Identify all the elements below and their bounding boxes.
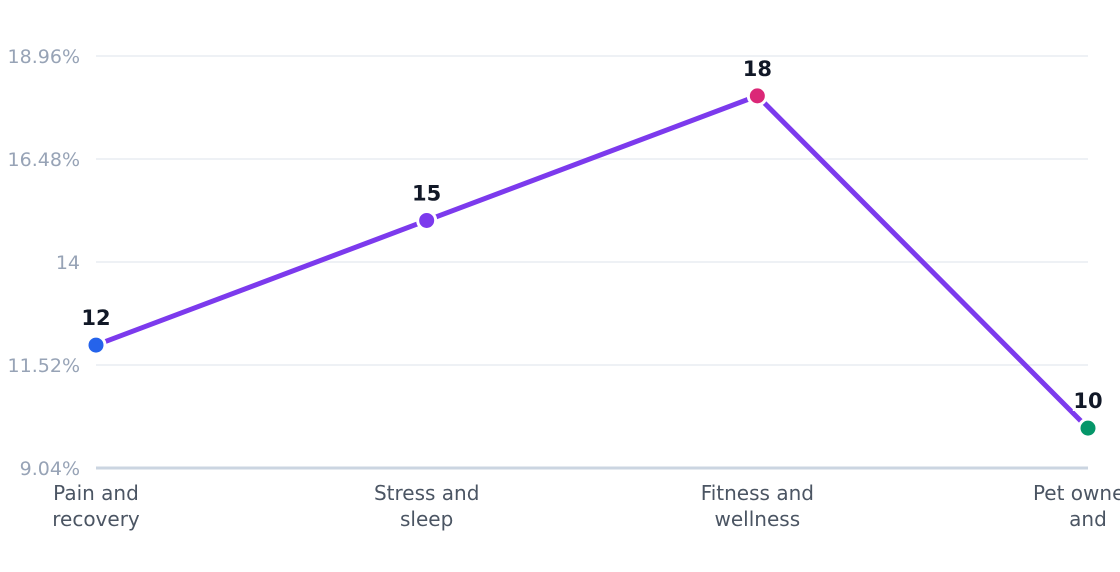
y-tick-label: 11.52% bbox=[8, 355, 80, 377]
data-label: 15 bbox=[412, 181, 441, 205]
data-label: 10 bbox=[1073, 389, 1102, 413]
y-tick-label: 9.04% bbox=[20, 458, 80, 480]
series-line bbox=[95, 93, 1090, 430]
data-point bbox=[85, 334, 107, 356]
data-label: 18 bbox=[743, 57, 772, 81]
x-tick-label: Pain and recovery bbox=[52, 481, 140, 531]
x-tick-label: Stress and sleep bbox=[374, 481, 479, 531]
x-tick-label: Pet ownersand bbox=[1033, 481, 1120, 531]
y-tick-label: 18.96% bbox=[8, 46, 80, 68]
data-labels: 12 15 18 10 bbox=[78, 54, 1105, 416]
y-tick-label: 14 bbox=[56, 252, 80, 274]
grid-lines bbox=[96, 55, 1088, 366]
x-tick-label: Fitness and wellness bbox=[701, 481, 814, 531]
data-points bbox=[85, 85, 1099, 439]
data-point bbox=[416, 209, 438, 231]
data-point bbox=[746, 85, 768, 107]
data-label: 12 bbox=[81, 306, 110, 330]
x-axis: Pain and recovery Stress and sleep Fitness a… bbox=[52, 481, 1120, 531]
y-tick-label: 16.48% bbox=[8, 149, 80, 171]
y-axis: 9.04% 11.52% 14 16.48% 18.96% bbox=[8, 46, 80, 480]
data-point bbox=[1077, 417, 1099, 439]
